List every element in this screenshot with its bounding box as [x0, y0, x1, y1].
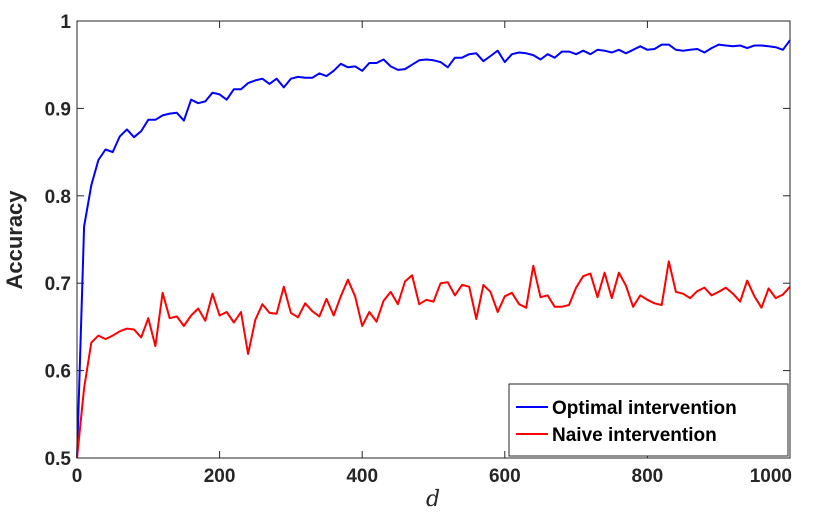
x-axis: 0 200 400 600 800 1000: [72, 21, 792, 487]
y-tick-label: 0.9: [45, 99, 71, 120]
series-lines: [76, 39, 791, 459]
y-tick-label: 0.6: [45, 362, 71, 383]
plot-frame: [76, 20, 791, 459]
x-tick-label: 1000: [750, 466, 792, 487]
y-tick-label: 0.7: [45, 274, 71, 295]
legend-label-optimal: Optimal intervention: [552, 398, 737, 419]
legend: Optimal intervention Naive intervention: [508, 383, 789, 457]
x-tick-label: 600: [489, 466, 521, 487]
x-axis-title: d: [426, 487, 440, 512]
y-tick-label: 0.8: [45, 187, 71, 208]
y-axis-title: Accuracy: [2, 190, 27, 290]
x-tick-label: 800: [632, 466, 664, 487]
y-tick-label: 1: [60, 12, 71, 33]
x-tick-label: 0: [72, 466, 83, 487]
legend-label-naive: Naive intervention: [552, 425, 717, 446]
x-tick-label: 400: [346, 466, 378, 487]
legend-box: [508, 383, 789, 457]
series-line-naive: [76, 260, 791, 459]
x-tick-label: 200: [204, 466, 236, 487]
series-line-optimal: [76, 39, 791, 459]
y-tick-label: 0.5: [45, 449, 72, 470]
